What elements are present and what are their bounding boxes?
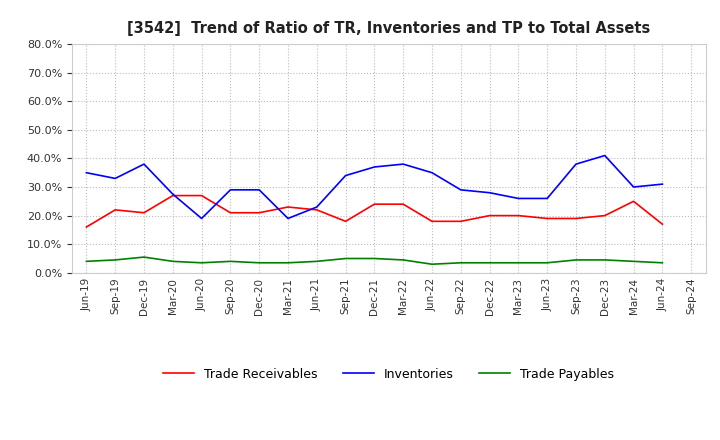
Trade Receivables — [543, 216, 552, 221]
Trade Payables — [658, 260, 667, 265]
Inventories — [658, 181, 667, 187]
Trade Receivables — [514, 213, 523, 218]
Trade Payables — [140, 254, 148, 260]
Trade Receivables — [370, 202, 379, 207]
Inventories — [111, 176, 120, 181]
Trade Payables — [399, 257, 408, 263]
Trade Receivables — [485, 213, 494, 218]
Line: Inventories: Inventories — [86, 155, 662, 218]
Trade Payables — [197, 260, 206, 265]
Inventories — [341, 173, 350, 178]
Inventories — [284, 216, 292, 221]
Trade Payables — [456, 260, 465, 265]
Inventories — [197, 216, 206, 221]
Trade Receivables — [312, 207, 321, 213]
Trade Receivables — [341, 219, 350, 224]
Inventories — [456, 187, 465, 192]
Inventories — [255, 187, 264, 192]
Inventories — [82, 170, 91, 175]
Trade Payables — [226, 259, 235, 264]
Trade Payables — [370, 256, 379, 261]
Trade Payables — [428, 261, 436, 267]
Trade Payables — [514, 260, 523, 265]
Trade Receivables — [428, 219, 436, 224]
Trade Payables — [543, 260, 552, 265]
Trade Payables — [572, 257, 580, 263]
Trade Payables — [600, 257, 609, 263]
Inventories — [629, 184, 638, 190]
Trade Receivables — [255, 210, 264, 215]
Trade Receivables — [658, 221, 667, 227]
Trade Payables — [284, 260, 292, 265]
Inventories — [168, 191, 177, 197]
Trade Receivables — [82, 224, 91, 230]
Line: Trade Payables: Trade Payables — [86, 257, 662, 264]
Trade Receivables — [456, 219, 465, 224]
Title: [3542]  Trend of Ratio of TR, Inventories and TP to Total Assets: [3542] Trend of Ratio of TR, Inventories… — [127, 21, 650, 36]
Inventories — [572, 161, 580, 167]
Trade Receivables — [284, 204, 292, 210]
Inventories — [485, 190, 494, 195]
Inventories — [543, 196, 552, 201]
Inventories — [370, 164, 379, 169]
Trade Payables — [485, 260, 494, 265]
Inventories — [399, 161, 408, 167]
Trade Receivables — [111, 207, 120, 213]
Trade Payables — [629, 259, 638, 264]
Trade Receivables — [226, 210, 235, 215]
Inventories — [226, 187, 235, 192]
Inventories — [428, 170, 436, 175]
Trade Receivables — [197, 193, 206, 198]
Inventories — [312, 204, 321, 210]
Inventories — [140, 161, 148, 167]
Trade Payables — [255, 260, 264, 265]
Trade Payables — [341, 256, 350, 261]
Trade Payables — [82, 259, 91, 264]
Trade Receivables — [399, 202, 408, 207]
Trade Payables — [168, 259, 177, 264]
Trade Receivables — [572, 216, 580, 221]
Trade Payables — [111, 257, 120, 263]
Trade Receivables — [629, 198, 638, 204]
Trade Receivables — [600, 213, 609, 218]
Trade Receivables — [168, 193, 177, 198]
Inventories — [600, 153, 609, 158]
Inventories — [514, 196, 523, 201]
Trade Payables — [312, 259, 321, 264]
Line: Trade Receivables: Trade Receivables — [86, 195, 662, 227]
Trade Receivables — [140, 210, 148, 215]
Legend: Trade Receivables, Inventories, Trade Payables: Trade Receivables, Inventories, Trade Pa… — [158, 363, 619, 385]
